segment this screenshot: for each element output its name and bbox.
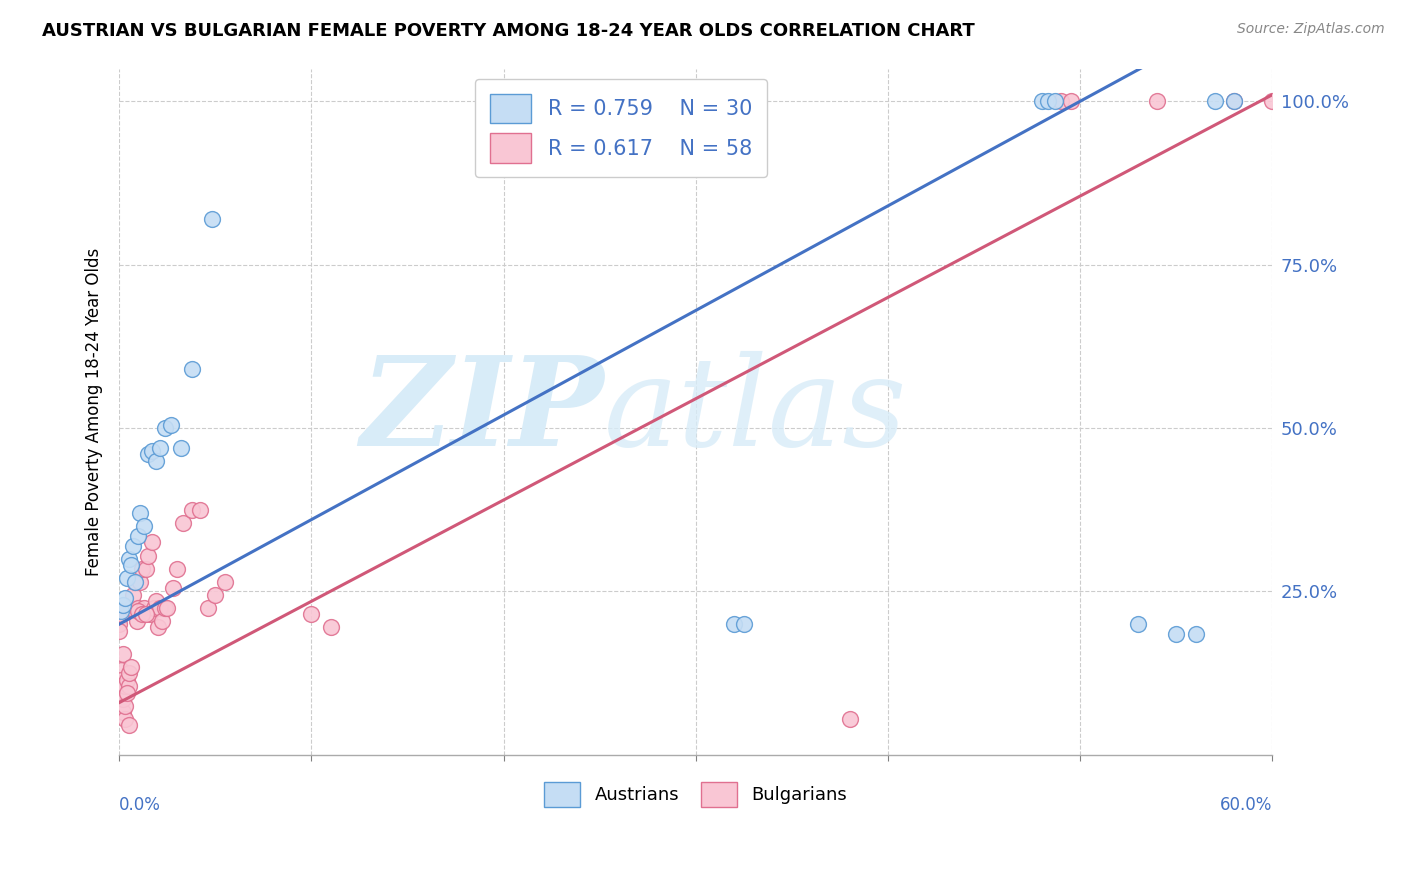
Text: 0.0%: 0.0% bbox=[120, 796, 162, 814]
Point bbox=[112, 647, 135, 661]
Point bbox=[110, 673, 132, 687]
Point bbox=[197, 600, 219, 615]
Point bbox=[121, 539, 143, 553]
Point bbox=[733, 617, 755, 632]
Point bbox=[112, 692, 135, 706]
Point bbox=[135, 607, 157, 622]
Point bbox=[1045, 94, 1067, 108]
Point bbox=[1223, 94, 1246, 108]
Point bbox=[145, 594, 167, 608]
Point bbox=[118, 679, 141, 693]
Text: AUSTRIAN VS BULGARIAN FEMALE POVERTY AMONG 18-24 YEAR OLDS CORRELATION CHART: AUSTRIAN VS BULGARIAN FEMALE POVERTY AMO… bbox=[42, 22, 974, 40]
Point bbox=[1126, 617, 1149, 632]
Point bbox=[181, 362, 204, 376]
Point bbox=[129, 574, 152, 589]
Point bbox=[155, 421, 177, 435]
Point bbox=[188, 502, 211, 516]
Point bbox=[838, 712, 860, 726]
Point bbox=[114, 698, 136, 713]
Point bbox=[156, 600, 179, 615]
Point bbox=[118, 551, 141, 566]
Point bbox=[114, 591, 136, 605]
Point bbox=[170, 441, 193, 455]
Text: 60.0%: 60.0% bbox=[1220, 796, 1272, 814]
Point bbox=[150, 614, 173, 628]
Point bbox=[128, 604, 150, 618]
Point bbox=[120, 659, 142, 673]
Point bbox=[131, 607, 153, 622]
Point bbox=[1223, 94, 1246, 108]
Point bbox=[166, 561, 188, 575]
Point bbox=[1050, 94, 1073, 108]
Point bbox=[112, 706, 135, 720]
Point bbox=[120, 558, 142, 573]
Point bbox=[155, 600, 177, 615]
Point bbox=[141, 535, 163, 549]
Point bbox=[110, 663, 132, 677]
Point bbox=[112, 598, 135, 612]
Point bbox=[1261, 94, 1284, 108]
Point bbox=[1036, 94, 1059, 108]
Point bbox=[125, 614, 148, 628]
Point bbox=[139, 607, 162, 622]
Point bbox=[108, 617, 131, 632]
Point bbox=[1031, 94, 1053, 108]
Point bbox=[141, 444, 163, 458]
Point bbox=[110, 604, 132, 618]
Point bbox=[162, 581, 184, 595]
Point bbox=[135, 561, 157, 575]
Point bbox=[136, 447, 159, 461]
Point bbox=[128, 529, 150, 543]
Point bbox=[1166, 627, 1188, 641]
Point bbox=[108, 624, 131, 638]
Legend: Austrians, Bulgarians: Austrians, Bulgarians bbox=[537, 774, 855, 814]
Point bbox=[146, 620, 169, 634]
Point bbox=[128, 600, 150, 615]
Point bbox=[160, 417, 183, 432]
Point bbox=[149, 441, 172, 455]
Point bbox=[181, 502, 204, 516]
Point bbox=[115, 571, 138, 585]
Point bbox=[114, 679, 136, 693]
Point bbox=[120, 600, 142, 615]
Point bbox=[110, 607, 132, 622]
Point bbox=[1204, 94, 1226, 108]
Point bbox=[214, 574, 236, 589]
Point bbox=[149, 600, 172, 615]
Point bbox=[723, 617, 745, 632]
Point bbox=[319, 620, 342, 634]
Point bbox=[124, 574, 146, 589]
Point bbox=[124, 574, 146, 589]
Point bbox=[131, 561, 153, 575]
Point bbox=[1146, 94, 1168, 108]
Point bbox=[1184, 627, 1206, 641]
Point bbox=[114, 712, 136, 726]
Point bbox=[172, 516, 194, 530]
Point bbox=[115, 673, 138, 687]
Point bbox=[136, 549, 159, 563]
Point bbox=[108, 604, 131, 618]
Point bbox=[115, 686, 138, 700]
Point bbox=[110, 679, 132, 693]
Point bbox=[118, 718, 141, 732]
Point bbox=[129, 506, 152, 520]
Point bbox=[1060, 94, 1083, 108]
Point bbox=[108, 610, 131, 624]
Text: ZIP: ZIP bbox=[360, 351, 603, 473]
Point bbox=[204, 588, 226, 602]
Point bbox=[301, 607, 323, 622]
Y-axis label: Female Poverty Among 18-24 Year Olds: Female Poverty Among 18-24 Year Olds bbox=[86, 248, 103, 576]
Point bbox=[145, 454, 167, 468]
Text: Source: ZipAtlas.com: Source: ZipAtlas.com bbox=[1237, 22, 1385, 37]
Text: atlas: atlas bbox=[603, 351, 907, 473]
Point bbox=[134, 600, 156, 615]
Point bbox=[134, 519, 156, 533]
Point bbox=[118, 666, 141, 681]
Point bbox=[200, 211, 222, 226]
Point bbox=[121, 588, 143, 602]
Point bbox=[142, 600, 165, 615]
